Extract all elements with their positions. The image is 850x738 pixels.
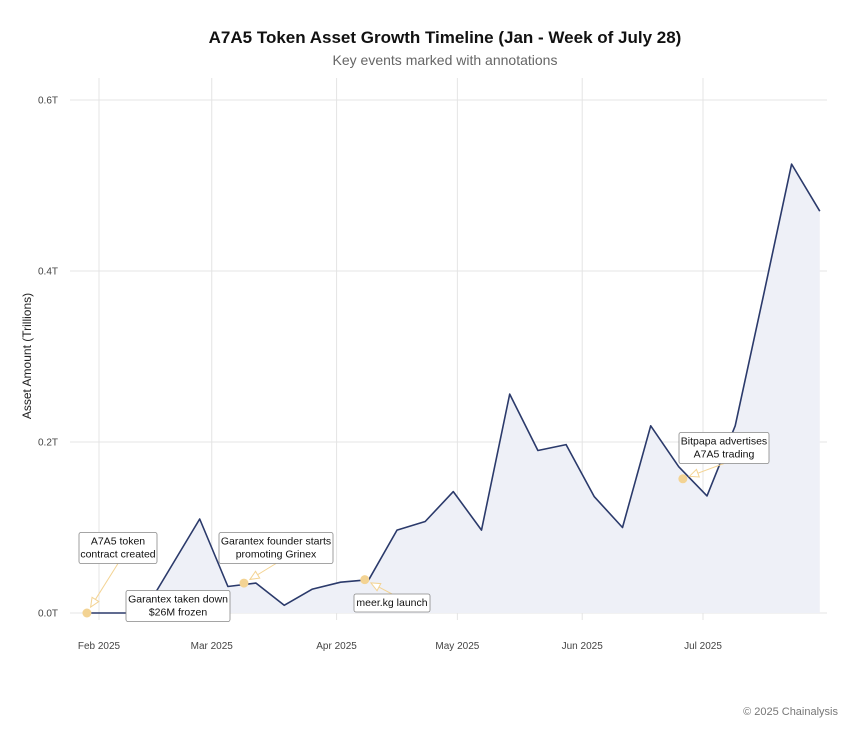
- annotation-label: Bitpapa advertises: [681, 436, 767, 448]
- annotation-arrowhead: [688, 468, 700, 478]
- annotation-box: [218, 532, 334, 564]
- annotation-arrowhead: [89, 596, 100, 609]
- x-tick-label: Mar 2025: [191, 641, 234, 652]
- annotation-marker: [82, 608, 92, 618]
- annotation-box: [678, 432, 770, 464]
- series-area-fill: [86, 164, 820, 613]
- y-tick-label: 0.4T: [38, 267, 58, 278]
- axis-layer: 0.0T 0.2T 0.4T 0.6T Feb 2025 Mar 2025 Apr 2025…: [38, 96, 722, 653]
- copyright-text: © 2025 Chainalysis: [743, 706, 838, 718]
- annotation-label: promoting Grinex: [236, 549, 317, 561]
- x-tick-label: Feb 2025: [78, 641, 121, 652]
- series-line: [86, 163, 821, 614]
- annotation-box: [78, 532, 158, 564]
- annotation-label: $26M frozen: [149, 607, 208, 619]
- annotation: Garantex taken down$26M frozen: [125, 590, 231, 622]
- y-tick-label: 0.6T: [38, 96, 58, 107]
- annotation-arrowhead: [248, 570, 261, 581]
- x-tick-label: Apr 2025: [316, 641, 357, 652]
- chart-title: A7A5 Token Asset Growth Timeline (Jan - …: [208, 28, 682, 47]
- area-layer: [86, 164, 820, 613]
- annotation-label: A7A5 token: [91, 536, 145, 548]
- annotation-label: contract created: [80, 549, 155, 561]
- y-axis-label: Asset Amount (Trillions): [20, 293, 34, 419]
- annotation-label: A7A5 trading: [694, 449, 755, 461]
- x-tick-label: Jul 2025: [684, 641, 722, 652]
- y-tick-label: 0.0T: [38, 609, 58, 620]
- annotation: meer.kg launch: [353, 575, 431, 613]
- annotation-box: [353, 593, 431, 613]
- line-layer: [86, 163, 821, 614]
- annotation-marker: [360, 575, 370, 585]
- annotation-label: meer.kg launch: [356, 597, 427, 609]
- annotation-box: [125, 590, 231, 622]
- y-tick-label: 0.2T: [38, 438, 58, 449]
- chart-subtitle: Key events marked with annotations: [332, 52, 558, 68]
- x-tick-label: Jun 2025: [562, 641, 604, 652]
- annotation-label: Garantex taken down: [128, 594, 228, 606]
- x-tick-label: May 2025: [435, 641, 479, 652]
- annotation-label: Garantex founder starts: [221, 536, 331, 548]
- annotation-marker: [678, 474, 688, 484]
- annotation-arrowhead: [369, 582, 382, 592]
- annotation-marker: [239, 578, 249, 588]
